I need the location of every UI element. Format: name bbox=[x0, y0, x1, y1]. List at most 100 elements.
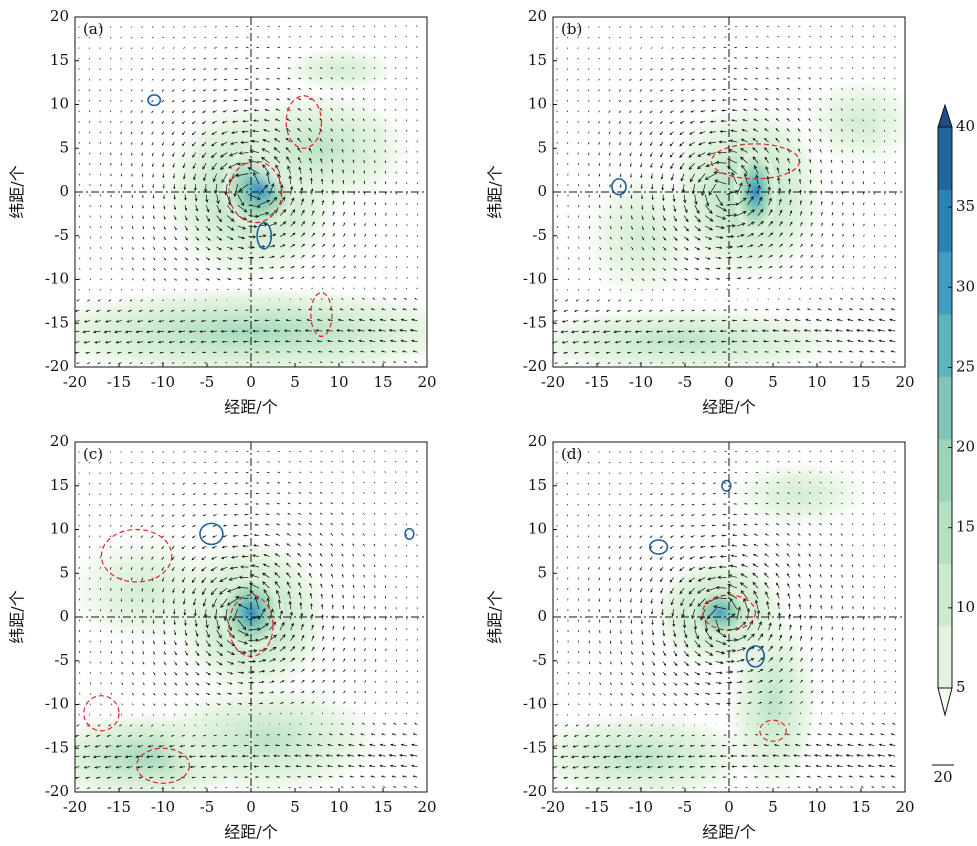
y-tick-label: 5 bbox=[59, 563, 69, 581]
colorbar-tick-label: 25 bbox=[956, 357, 975, 375]
y-tick-label: 10 bbox=[528, 520, 547, 538]
x-tick-label: 5 bbox=[290, 373, 300, 391]
colorbar-tick-label: 20 bbox=[956, 438, 975, 456]
colorbar-frame bbox=[937, 126, 953, 689]
colorbar-tick-label: 35 bbox=[956, 197, 975, 215]
x-tick-label: 15 bbox=[373, 798, 392, 816]
shading bbox=[75, 533, 226, 648]
y-tick-label: 5 bbox=[537, 138, 547, 156]
y-tick-label: -5 bbox=[532, 226, 547, 244]
x-tick-label: -20 bbox=[63, 798, 87, 816]
wind-vectors bbox=[553, 25, 897, 365]
x-axis-label: 经距/个 bbox=[224, 823, 277, 842]
x-tick-label: 5 bbox=[768, 373, 778, 391]
shading bbox=[685, 584, 755, 642]
colorbar-tick-label: 15 bbox=[956, 518, 975, 536]
wind-vectors bbox=[75, 25, 419, 365]
y-tick-label: 0 bbox=[59, 607, 69, 625]
x-tick-label: 15 bbox=[373, 373, 392, 391]
y-tick-label: -10 bbox=[523, 270, 547, 288]
y-tick-label: -20 bbox=[45, 357, 69, 375]
colorbar-tick-label: 40 bbox=[956, 117, 975, 135]
plot-area bbox=[553, 25, 905, 367]
reference-label: 20 bbox=[933, 768, 952, 786]
y-tick-label: 10 bbox=[50, 95, 69, 113]
dashed-contour bbox=[710, 143, 801, 180]
y-tick-label: 10 bbox=[528, 95, 547, 113]
x-tick-label: 20 bbox=[895, 373, 914, 391]
y-tick-label: -5 bbox=[54, 651, 69, 669]
x-tick-label: 10 bbox=[807, 798, 826, 816]
shading bbox=[730, 460, 869, 529]
colorbar-segment bbox=[938, 625, 952, 689]
colorbar-segment bbox=[938, 314, 952, 377]
x-tick-label: -15 bbox=[585, 373, 609, 391]
y-tick-label: -15 bbox=[523, 313, 547, 331]
x-tick-label: -20 bbox=[541, 373, 565, 391]
x-axis-label: 经距/个 bbox=[224, 398, 277, 417]
x-tick-label: 15 bbox=[851, 798, 870, 816]
y-tick-label: -5 bbox=[54, 226, 69, 244]
x-axis-label: 经距/个 bbox=[702, 398, 755, 417]
y-tick-label: -20 bbox=[45, 782, 69, 800]
panel: -20 -15 -10 -5 0 5 10 15 20 -20 -15 -10 -5 0 5 10 15 20 (d… bbox=[486, 432, 915, 842]
x-tick-label: -5 bbox=[200, 798, 215, 816]
colorbar-segment bbox=[938, 376, 952, 440]
solid-contour bbox=[721, 479, 732, 492]
x-tick-label: 0 bbox=[246, 798, 256, 816]
y-tick-label: 15 bbox=[50, 51, 69, 69]
x-tick-label: 0 bbox=[724, 373, 734, 391]
x-tick-label: -15 bbox=[585, 798, 609, 816]
shading bbox=[803, 76, 905, 168]
dashed-contour bbox=[310, 292, 333, 337]
y-tick-label: -10 bbox=[523, 695, 547, 713]
shading bbox=[281, 46, 397, 93]
shading bbox=[154, 682, 383, 792]
colorbar-segment bbox=[938, 127, 952, 190]
shading bbox=[553, 711, 756, 792]
plot-area bbox=[75, 450, 419, 792]
x-tick-label: 20 bbox=[417, 798, 436, 816]
y-tick-label: 20 bbox=[50, 7, 69, 25]
y-tick-label: 0 bbox=[59, 182, 69, 200]
y-tick-label: 5 bbox=[59, 138, 69, 156]
x-axis-label: 经距/个 bbox=[702, 823, 755, 842]
y-tick-label: -5 bbox=[532, 651, 547, 669]
y-tick-label: 10 bbox=[50, 520, 69, 538]
colorbar-extend-low bbox=[937, 687, 953, 717]
plot-area bbox=[75, 25, 427, 367]
wind-vectors bbox=[553, 450, 897, 790]
x-tick-label: 15 bbox=[851, 373, 870, 391]
colorbar-segment bbox=[938, 251, 952, 315]
x-tick-label: -10 bbox=[629, 798, 653, 816]
x-tick-label: -10 bbox=[629, 373, 653, 391]
colorbar-segment bbox=[938, 189, 952, 253]
x-tick-label: 5 bbox=[290, 798, 300, 816]
panel: -20 -15 -10 -5 0 5 10 15 20 -20 -15 -10 -5 0 5 10 15 20 (a… bbox=[8, 7, 437, 417]
wind-vectors bbox=[75, 450, 419, 790]
x-tick-label: -5 bbox=[678, 798, 693, 816]
y-tick-label: -15 bbox=[523, 738, 547, 756]
x-tick-label: -20 bbox=[63, 373, 87, 391]
panel: -20 -15 -10 -5 0 5 10 15 20 -20 -15 -10 -5 0 5 10 15 20 (c… bbox=[8, 432, 437, 842]
dashed-contour bbox=[759, 719, 787, 742]
x-tick-label: -5 bbox=[678, 373, 693, 391]
x-tick-label: -5 bbox=[200, 373, 215, 391]
y-tick-label: 0 bbox=[537, 607, 547, 625]
shading bbox=[727, 613, 819, 792]
colorbar-extend-high bbox=[937, 103, 953, 128]
y-tick-label: -10 bbox=[45, 695, 69, 713]
x-tick-label: -15 bbox=[107, 798, 131, 816]
x-tick-label: -20 bbox=[541, 798, 565, 816]
y-axis-label: 纬距/个 bbox=[486, 590, 505, 643]
y-tick-label: 20 bbox=[50, 432, 69, 450]
solid-contour bbox=[648, 539, 669, 555]
panel-label: (b) bbox=[561, 20, 582, 38]
solid-contour bbox=[199, 522, 224, 546]
x-tick-label: 10 bbox=[329, 373, 348, 391]
x-tick-label: 10 bbox=[329, 798, 348, 816]
colorbar-tick-label: 5 bbox=[956, 678, 966, 696]
dashed-contour bbox=[83, 695, 120, 732]
plot-area bbox=[553, 450, 897, 792]
